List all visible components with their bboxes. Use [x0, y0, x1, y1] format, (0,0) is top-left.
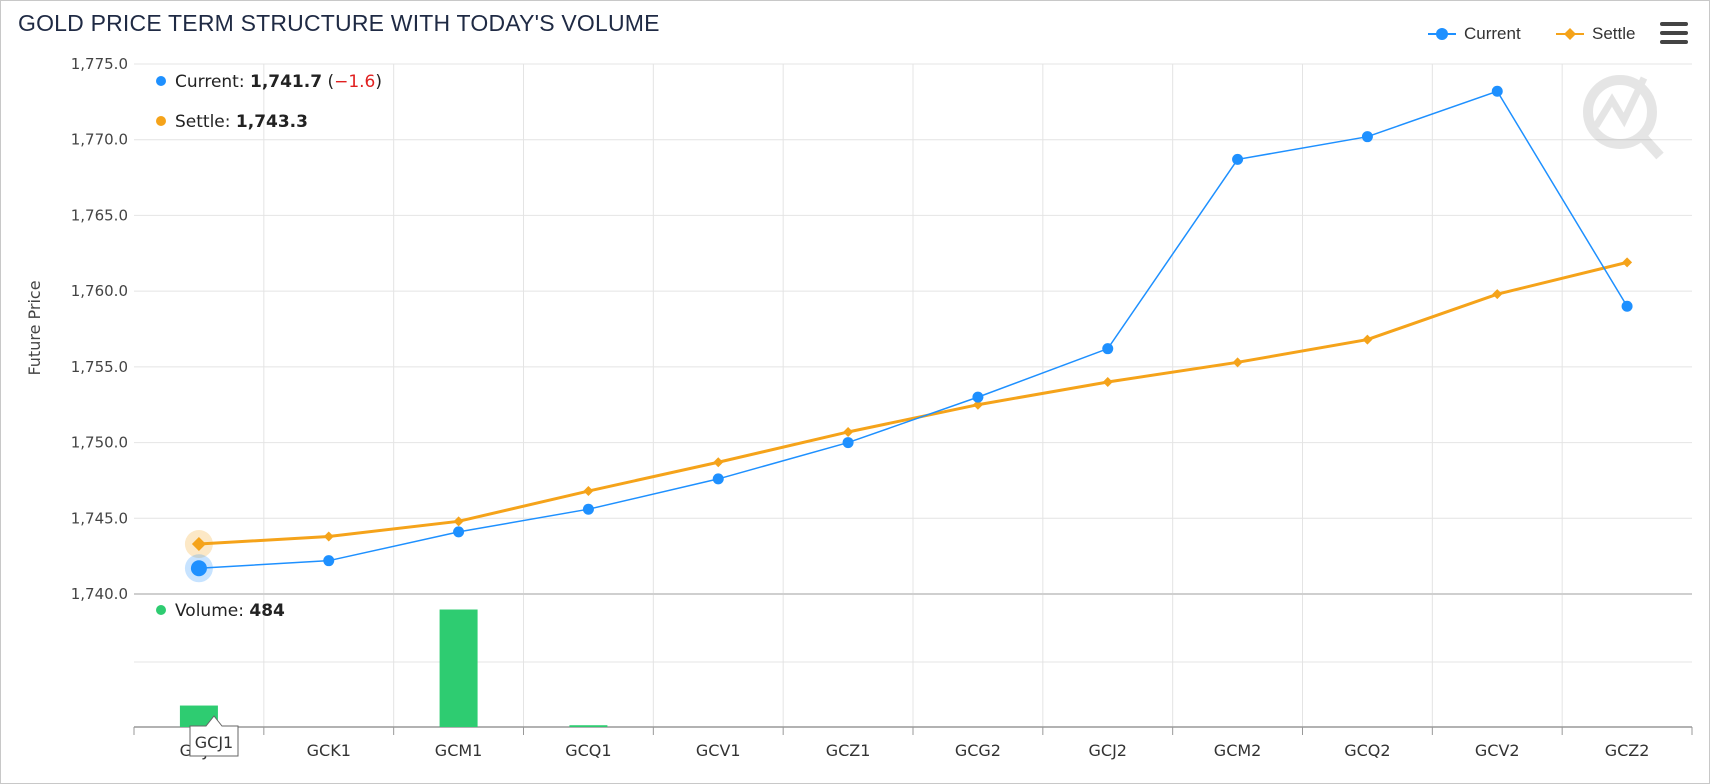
settle-point[interactable] [843, 426, 854, 437]
volume-bar [439, 609, 478, 727]
settle-point[interactable] [453, 516, 464, 527]
settle-point[interactable] [583, 486, 594, 497]
y-axis-title: Future Price [25, 280, 44, 375]
legend-current-label: Current [1464, 24, 1521, 43]
x-tick-label: GCM2 [1214, 741, 1262, 760]
current-series-line [198, 90, 1628, 570]
tooltip-volume-label: Volume: [175, 601, 249, 621]
x-tick-label: GCJ2 [1089, 741, 1127, 760]
settle-point[interactable] [1102, 377, 1113, 387]
tooltip-settle-value: 1,743.3 [236, 112, 308, 132]
tooltip-price: Current: 1,741.7 (−1.6) Settle: 1,743.3 [156, 72, 382, 132]
settle-point[interactable] [972, 399, 983, 410]
hamburger-menu-icon[interactable] [1660, 22, 1688, 46]
tooltip-settle-dot [156, 116, 166, 126]
x-tick-label: GCQ2 [1344, 741, 1390, 760]
legend-settle-label: Settle [1592, 24, 1636, 43]
settle-point[interactable] [323, 531, 334, 542]
current-point[interactable] [1491, 85, 1503, 97]
x-tick-label: GCV1 [696, 741, 741, 760]
y-tick-label: 1,760.0 [71, 282, 128, 300]
current-point[interactable] [582, 503, 594, 515]
y-tick-label: 1,770.0 [71, 131, 128, 149]
current-point[interactable] [1102, 343, 1114, 355]
y-tick-label: 1,775.0 [71, 55, 128, 73]
x-tick-label: GCV2 [1475, 741, 1520, 760]
series-lines [198, 90, 1628, 570]
tooltip-current-dot [156, 76, 166, 86]
settle-point[interactable] [713, 457, 724, 468]
current-point[interactable] [453, 526, 465, 538]
tooltip-x-label-text: GCJ1 [195, 733, 233, 752]
settle-point[interactable] [1362, 334, 1373, 345]
x-tick-label: GCQ1 [565, 741, 611, 760]
tooltip-x-label: GCJ1 [189, 715, 239, 757]
tooltip-volume-line: Volume: 484 [175, 601, 285, 621]
chart-title: GOLD PRICE TERM STRUCTURE WITH TODAY'S V… [18, 10, 660, 36]
current-point[interactable] [1232, 153, 1244, 165]
volume-bar [569, 725, 608, 727]
settle-series-line [198, 260, 1628, 546]
volume-bar [179, 705, 218, 727]
x-tick-label: GCG2 [955, 741, 1001, 760]
y-tick-label: 1,740.0 [71, 585, 128, 603]
grid [133, 63, 1693, 735]
tooltip-current-line: Current: 1,741.7 (−1.6) [175, 72, 382, 92]
current-point[interactable] [1361, 131, 1373, 143]
x-tick-label: GCM1 [435, 741, 483, 760]
watermark-logo-icon [1583, 75, 1664, 160]
series-points [184, 85, 1633, 583]
settle-point[interactable] [1232, 357, 1243, 368]
tooltip-current-label: Current: [175, 72, 250, 92]
y-tick-label: 1,750.0 [71, 434, 128, 452]
x-tick-label: GCZ1 [826, 741, 871, 760]
tooltip-volume-dot [156, 605, 166, 615]
legend-item-current[interactable]: Current [1428, 22, 1521, 46]
current-point[interactable] [323, 555, 335, 567]
y-tick-label: 1,745.0 [71, 509, 128, 527]
y-tick-label: 1,765.0 [71, 206, 128, 224]
tooltip-current-value: 1,741.7 [250, 72, 322, 92]
legend-settle-marker-icon [1556, 28, 1584, 40]
legend-current-marker-icon [1428, 28, 1456, 40]
volume-bars [179, 609, 608, 727]
tooltip-current-change: −1.6 [334, 72, 375, 92]
y-axis: 1,775.0 1,770.0 1,765.0 1,760.0 1,755.0 1,750… [71, 55, 128, 603]
current-point[interactable] [842, 437, 854, 449]
y-tick-label: 1,755.0 [71, 358, 128, 376]
tooltip-settle-label: Settle: [175, 112, 236, 132]
tooltip-close-paren: ) [375, 72, 382, 92]
current-point[interactable] [972, 391, 984, 403]
legend-item-settle[interactable]: Settle [1556, 22, 1635, 46]
tooltip-open-paren: ( [322, 72, 334, 92]
settle-point[interactable] [1622, 257, 1633, 268]
x-tick-label: GCK1 [307, 741, 351, 760]
tooltip-settle-line: Settle: 1,743.3 [175, 112, 308, 132]
tooltip-volume-value: 484 [249, 601, 285, 621]
x-axis: GCJ1GCK1GCM1GCQ1GCV1GCZ1GCG2GCJ2GCM2GCQ2… [180, 741, 1650, 760]
current-point[interactable] [190, 560, 207, 577]
current-point[interactable] [1621, 300, 1633, 312]
settle-point[interactable] [191, 537, 206, 552]
x-tick-label: GCZ2 [1605, 741, 1650, 760]
settle-point[interactable] [1492, 289, 1503, 300]
current-point[interactable] [712, 473, 724, 485]
tooltip-volume: Volume: 484 [156, 601, 285, 621]
